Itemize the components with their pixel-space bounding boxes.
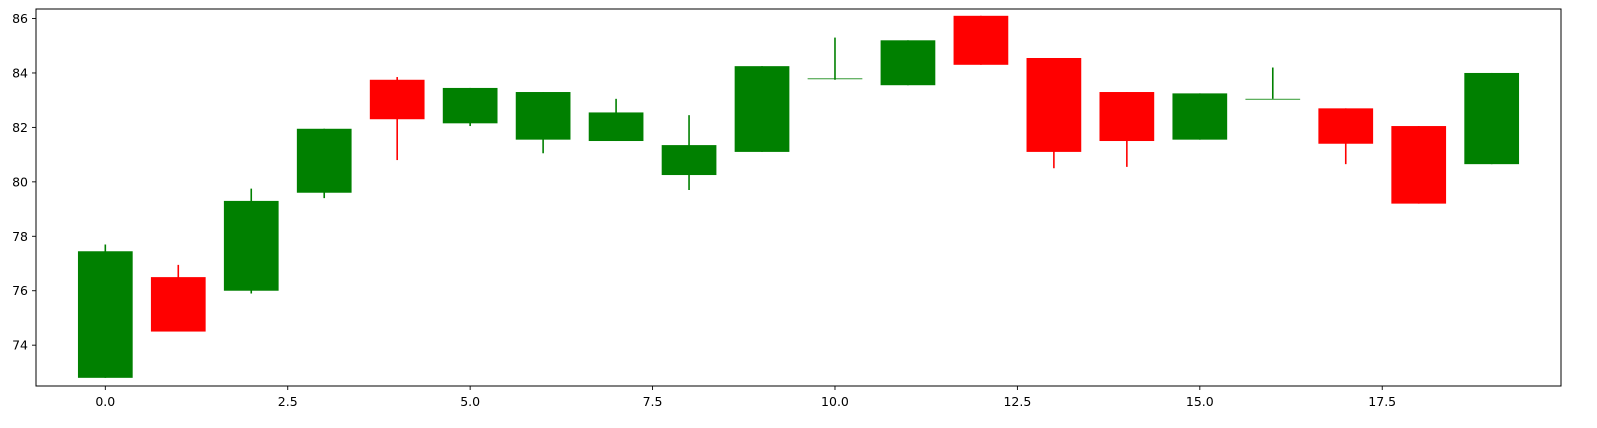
candle-body-up	[1245, 98, 1301, 100]
candle-body-up	[1464, 72, 1520, 165]
y-tick-label: 78	[12, 229, 28, 244]
candle-body-down	[1099, 92, 1155, 142]
candle-17	[1318, 108, 1374, 165]
candle-body-up	[661, 145, 717, 176]
x-tick-label: 5.0	[460, 394, 480, 409]
candle-body-down	[1318, 108, 1374, 144]
x-tick-label: 0.0	[95, 394, 115, 409]
candle-0	[77, 244, 133, 378]
candle-18	[1391, 126, 1447, 204]
y-tick-label: 84	[12, 65, 28, 80]
candle-7	[588, 98, 644, 142]
y-tick-label: 74	[12, 338, 28, 353]
candle-1	[150, 264, 206, 332]
x-tick-label: 10.0	[821, 394, 849, 409]
candles-layer	[77, 15, 1520, 378]
candle-10	[807, 37, 863, 80]
candle-body-up	[1172, 93, 1228, 140]
candle-body-up	[734, 66, 790, 152]
candle-body-down	[953, 15, 1009, 65]
candle-body-down	[1391, 126, 1447, 204]
candle-body-up	[223, 200, 279, 291]
x-tick-label: 12.5	[1003, 394, 1031, 409]
candle-body-up	[442, 87, 498, 124]
y-tick-label: 82	[12, 120, 28, 135]
candle-body-up	[807, 78, 863, 80]
candle-2	[223, 188, 279, 294]
candle-body-up	[515, 92, 571, 140]
candle-13	[1026, 57, 1082, 169]
x-tick-label: 17.5	[1368, 394, 1396, 409]
y-axis: 74 76 78 80 82 84 86	[12, 11, 36, 353]
x-tick-label: 15.0	[1186, 394, 1214, 409]
candle-9	[734, 66, 790, 152]
candle-19	[1464, 72, 1520, 165]
candle-body-down	[1026, 57, 1082, 152]
candle-5	[442, 87, 498, 127]
candle-12	[953, 15, 1009, 65]
candle-3	[296, 128, 352, 199]
candle-16	[1245, 67, 1301, 100]
candle-8	[661, 115, 717, 191]
y-tick-label: 76	[12, 283, 28, 298]
candle-body-up	[296, 128, 352, 193]
candle-body-up	[588, 112, 644, 142]
y-tick-label: 86	[12, 11, 28, 26]
candle-6	[515, 92, 571, 154]
x-tick-label: 7.5	[643, 394, 663, 409]
x-axis: 0.0 2.5 5.0 7.5 10.0 12.5 15.0 17.5	[95, 386, 1396, 409]
candle-body-up	[880, 40, 936, 86]
candle-11	[880, 40, 936, 86]
y-tick-label: 80	[12, 174, 28, 189]
candle-body-down	[369, 79, 425, 120]
plot-area-frame	[35, 8, 1562, 387]
candle-4	[369, 77, 425, 161]
candle-14	[1099, 92, 1155, 167]
x-tick-label: 2.5	[278, 394, 298, 409]
candle-body-up	[77, 251, 133, 378]
candle-15	[1172, 93, 1228, 140]
candle-body-down	[150, 277, 206, 332]
